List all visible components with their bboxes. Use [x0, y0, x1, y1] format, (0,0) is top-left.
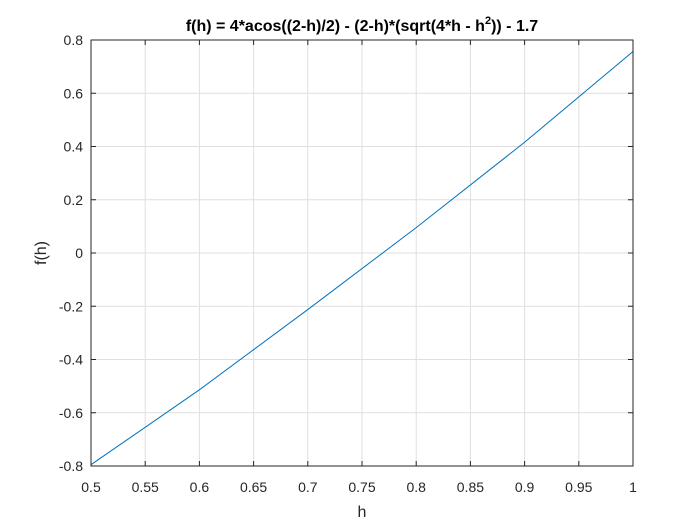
y-tick-label: -0.6: [59, 405, 83, 421]
x-axis-label: h: [358, 504, 367, 521]
x-tick-label: 0.7: [298, 479, 318, 495]
x-tick-label: 0.6: [190, 479, 210, 495]
chart-title: f(h) = 4*acos((2-h)/2) - (2-h)*(sqrt(4*h…: [186, 15, 538, 35]
x-tick-label: 0.5: [81, 479, 101, 495]
chart-title-end: )) - 1.7: [491, 18, 538, 35]
chart-title-superscript: 2: [485, 15, 491, 27]
x-tick-label: 0.9: [515, 479, 535, 495]
y-axis-label: f(h): [33, 241, 50, 265]
y-tick-label: 0: [75, 245, 83, 261]
x-tick-label: 0.55: [132, 479, 159, 495]
x-tick-label: 0.8: [406, 479, 426, 495]
y-tick-label: 0.2: [64, 192, 84, 208]
y-tick-label: -0.8: [59, 458, 83, 474]
series-line: [90, 51, 634, 466]
plot-series: [90, 51, 634, 466]
x-tick-labels: 0.5 0.55 0.6 0.65 0.7 0.75 0.8 0.85 0.9 0.95 1: [81, 479, 637, 495]
x-tick-label: 0.75: [348, 479, 375, 495]
y-tick-label: -0.2: [59, 298, 83, 314]
y-tick-label: -0.4: [59, 352, 83, 368]
y-tick-label: 0.6: [64, 85, 84, 101]
chart-title-main: f(h) = 4*acos((2-h)/2) - (2-h)*(sqrt(4*h…: [186, 18, 485, 35]
y-tick-label: 0.4: [64, 139, 84, 155]
y-tick-labels: -0.8 -0.6 -0.4 -0.2 0 0.2 0.4 0.6 0.8: [59, 32, 83, 474]
x-tick-label: 0.95: [565, 479, 592, 495]
ticks: [90, 39, 634, 467]
x-tick-label: 0.85: [457, 479, 484, 495]
x-tick-label: 1: [629, 479, 637, 495]
x-tick-label: 0.65: [240, 479, 267, 495]
y-tick-label: 0.8: [64, 32, 84, 48]
